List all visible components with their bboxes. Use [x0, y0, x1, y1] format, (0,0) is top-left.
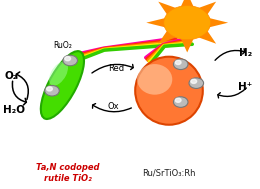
- Text: RuO₂: RuO₂: [53, 41, 72, 50]
- Text: H₂O: H₂O: [3, 105, 25, 115]
- Circle shape: [189, 78, 204, 88]
- Circle shape: [63, 55, 77, 66]
- Polygon shape: [158, 2, 180, 17]
- Circle shape: [191, 79, 197, 83]
- Polygon shape: [180, 0, 195, 9]
- Circle shape: [45, 85, 59, 96]
- Circle shape: [173, 59, 188, 70]
- Text: H₂: H₂: [239, 48, 252, 58]
- Polygon shape: [195, 28, 216, 44]
- Text: Ta,N codoped: Ta,N codoped: [36, 163, 99, 172]
- Polygon shape: [195, 2, 216, 17]
- Text: Ru/SrTiO₃:Rh: Ru/SrTiO₃:Rh: [142, 168, 196, 177]
- Polygon shape: [180, 36, 195, 52]
- Ellipse shape: [137, 64, 172, 95]
- Text: rutile TiO₂: rutile TiO₂: [44, 174, 92, 183]
- Text: Ox: Ox: [107, 102, 119, 111]
- Text: H⁺: H⁺: [238, 82, 252, 92]
- Circle shape: [164, 6, 211, 40]
- Polygon shape: [158, 28, 180, 44]
- Ellipse shape: [41, 51, 84, 119]
- Circle shape: [175, 60, 181, 64]
- Text: Red: Red: [108, 64, 124, 74]
- Text: O₂: O₂: [5, 71, 18, 81]
- Polygon shape: [146, 17, 169, 28]
- Ellipse shape: [49, 62, 68, 86]
- Circle shape: [65, 57, 70, 61]
- Polygon shape: [206, 17, 228, 28]
- Circle shape: [173, 97, 188, 107]
- Ellipse shape: [135, 57, 203, 125]
- Circle shape: [47, 87, 52, 91]
- Circle shape: [175, 98, 181, 102]
